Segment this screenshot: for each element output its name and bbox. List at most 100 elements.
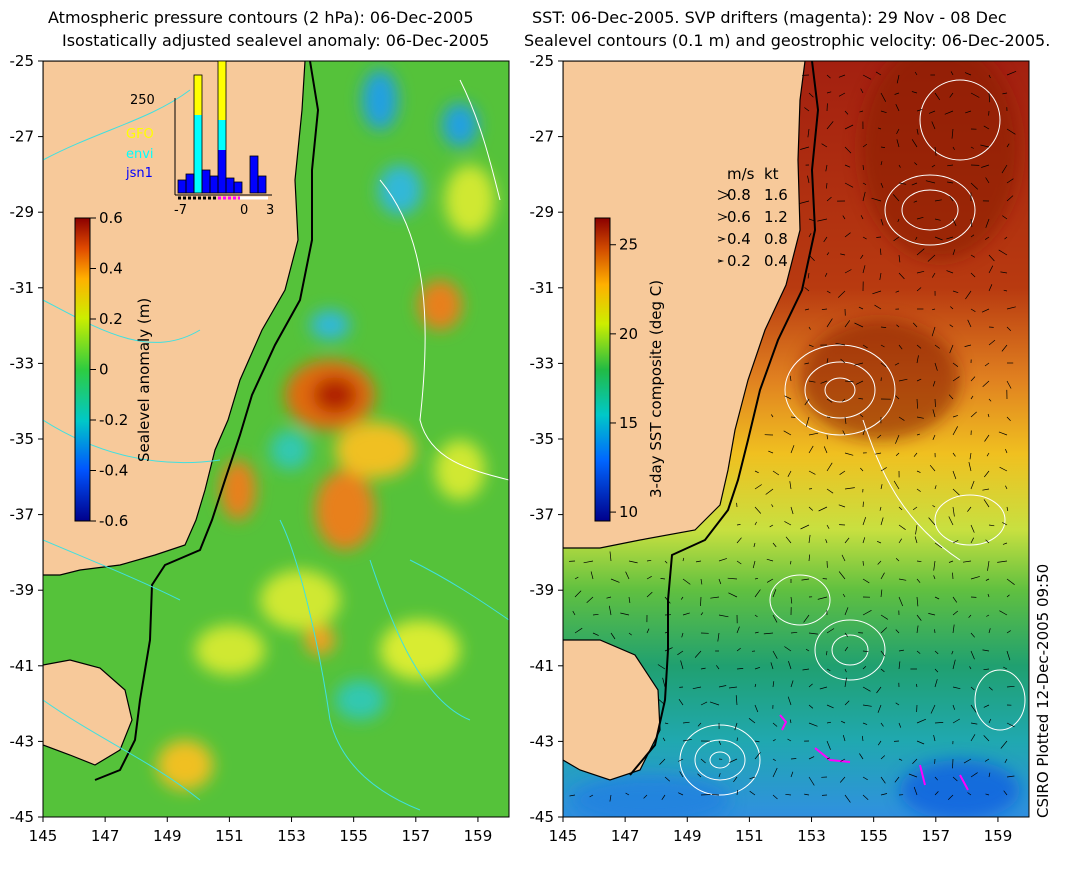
- velocity-arrow: [768, 450, 774, 454]
- velocity-arrow: [1004, 236, 1008, 240]
- colorbar-tick-label: -0.2: [99, 411, 128, 429]
- velocity-arrow: [934, 236, 943, 241]
- velocity-arrow: [965, 290, 972, 300]
- velocity-arrow: [754, 683, 757, 688]
- velocity-arrow: [736, 668, 744, 670]
- velocity-arrow: [970, 146, 974, 149]
- velocity-arrow: [729, 758, 738, 763]
- velocity-arrow: [862, 265, 866, 274]
- velocity-arrow: [934, 92, 941, 101]
- velocity-arrow: [880, 589, 883, 598]
- velocity-arrow: [772, 681, 775, 688]
- right-y-tick-label: -35: [530, 430, 555, 448]
- velocity-arrow: [898, 506, 903, 511]
- velocity-arrow: [804, 287, 810, 292]
- right-x-tick-label: 157: [921, 827, 950, 845]
- velocity-arrow: [952, 659, 956, 670]
- velocity-arrow: [986, 452, 990, 457]
- velocity-arrow: [934, 650, 939, 655]
- velocity-arrow: [1006, 306, 1016, 310]
- left-y-tick-label: -29: [10, 203, 35, 221]
- velocity-arrow: [988, 74, 991, 79]
- velocity-arrow: [700, 612, 704, 616]
- velocity-arrow: [987, 413, 990, 418]
- left-x-tick-label: 151: [215, 827, 244, 845]
- velocity-arrow: [804, 107, 810, 112]
- velocity-arrow: [844, 668, 847, 673]
- velocity-arrow: [682, 557, 685, 562]
- right-shelf-contour: [629, 61, 820, 776]
- velocity-arrow: [862, 560, 864, 566]
- velocity-arrow: [880, 344, 885, 348]
- velocity-arrow: [952, 686, 961, 690]
- velocity-arrow: [574, 576, 579, 580]
- velocity-arrow: [880, 146, 886, 148]
- velocity-arrow: [950, 306, 954, 310]
- inset-legend-jsn1: jsn1: [125, 166, 153, 181]
- velocity-arrow: [680, 596, 684, 600]
- velocity-arrow: [931, 121, 936, 130]
- velocity-arrow: [826, 121, 834, 130]
- velocity-arrow: [970, 772, 978, 778]
- velocity-arrow: [804, 793, 810, 796]
- velocity-arrow: [880, 614, 889, 620]
- velocity-arrow: [985, 177, 990, 184]
- velocity-arrow: [895, 395, 900, 400]
- speed-arrow-icon: [717, 190, 731, 200]
- velocity-arrow: [952, 596, 958, 603]
- velocity-arrow: [876, 540, 882, 544]
- velocity-arrow: [947, 181, 954, 184]
- velocity-arrow: [934, 146, 937, 156]
- right-title-line2: Sealevel contours (0.1 m) and geostrophi…: [524, 31, 1051, 50]
- velocity-arrow: [620, 612, 630, 616]
- velocity-arrow: [988, 524, 995, 527]
- velocity-arrow: [916, 718, 927, 724]
- velocity-arrow: [862, 537, 866, 544]
- velocity-arrow: [1006, 178, 1014, 184]
- velocity-arrow: [804, 398, 810, 406]
- velocity-arrow: [609, 794, 612, 802]
- velocity-arrow: [844, 537, 850, 544]
- velocity-arrow: [718, 685, 727, 688]
- velocity-arrow: [970, 272, 976, 278]
- velocity-arrow: [916, 216, 924, 220]
- velocity-arrow: [733, 776, 738, 783]
- velocity-arrow: [949, 324, 954, 328]
- velocity-arrow: [916, 355, 919, 364]
- velocity-arrow: [895, 558, 900, 562]
- speed-legend-ms: 0.2: [727, 252, 751, 270]
- velocity-arrow: [999, 466, 1008, 472]
- velocity-arrow: [932, 434, 936, 440]
- velocity-arrow: [680, 660, 684, 670]
- velocity-arrow: [592, 632, 599, 636]
- velocity-arrow: [664, 722, 669, 725]
- velocity-arrow: [880, 182, 884, 188]
- velocity-arrow: [858, 306, 864, 310]
- velocity-arrow: [826, 524, 830, 529]
- velocity-arrow: [700, 596, 702, 607]
- velocity-arrow: [877, 740, 882, 746]
- velocity-arrow: [808, 445, 814, 454]
- velocity-arrow: [854, 362, 864, 366]
- velocity-arrow: [875, 71, 882, 76]
- velocity-arrow: [572, 610, 576, 616]
- velocity-arrow: [874, 304, 882, 310]
- velocity-arrow: [913, 200, 918, 203]
- velocity-arrow: [862, 143, 868, 148]
- velocity-arrow: [822, 578, 828, 580]
- velocity-arrow: [988, 339, 996, 346]
- velocity-arrow: [808, 554, 811, 562]
- right-y-tick-label: -41: [530, 657, 555, 675]
- velocity-arrow: [728, 686, 738, 689]
- velocity-arrow: [859, 753, 864, 760]
- velocity-arrow: [610, 632, 616, 640]
- velocity-arrow: [952, 218, 957, 227]
- velocity-arrow: [861, 735, 864, 742]
- right-map: [563, 61, 1029, 817]
- velocity-arrow: [754, 666, 761, 670]
- velocity-arrow: [983, 704, 990, 708]
- velocity-arrow: [678, 699, 684, 706]
- velocity-arrow: [818, 506, 828, 512]
- velocity-arrow: [728, 592, 738, 598]
- velocity-arrow: [608, 605, 612, 616]
